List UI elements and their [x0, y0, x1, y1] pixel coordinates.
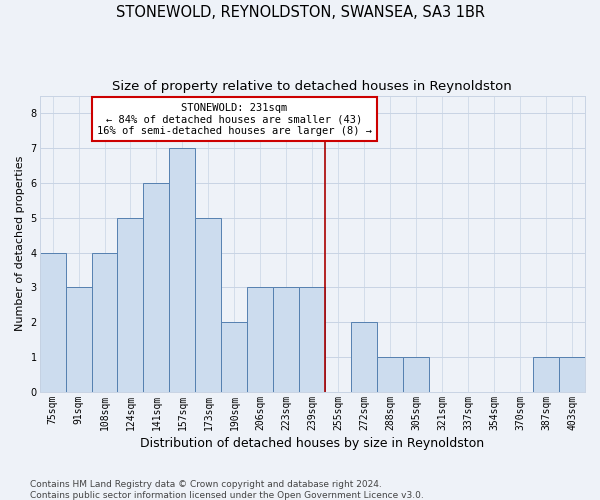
- X-axis label: Distribution of detached houses by size in Reynoldston: Distribution of detached houses by size …: [140, 437, 484, 450]
- Bar: [559, 357, 585, 392]
- Text: STONEWOLD, REYNOLDSTON, SWANSEA, SA3 1BR: STONEWOLD, REYNOLDSTON, SWANSEA, SA3 1BR: [115, 5, 485, 20]
- Bar: [169, 148, 196, 392]
- Text: STONEWOLD: 231sqm
← 84% of detached houses are smaller (43)
16% of semi-detached: STONEWOLD: 231sqm ← 84% of detached hous…: [97, 102, 372, 136]
- Bar: [65, 288, 92, 392]
- Bar: [196, 218, 221, 392]
- Bar: [377, 357, 403, 392]
- Bar: [247, 288, 274, 392]
- Text: Contains HM Land Registry data © Crown copyright and database right 2024.
Contai: Contains HM Land Registry data © Crown c…: [30, 480, 424, 500]
- Bar: [299, 288, 325, 392]
- Bar: [274, 288, 299, 392]
- Y-axis label: Number of detached properties: Number of detached properties: [15, 156, 25, 332]
- Bar: [143, 183, 169, 392]
- Bar: [351, 322, 377, 392]
- Bar: [118, 218, 143, 392]
- Bar: [40, 252, 65, 392]
- Bar: [221, 322, 247, 392]
- Bar: [533, 357, 559, 392]
- Title: Size of property relative to detached houses in Reynoldston: Size of property relative to detached ho…: [112, 80, 512, 93]
- Bar: [92, 252, 118, 392]
- Bar: [403, 357, 429, 392]
